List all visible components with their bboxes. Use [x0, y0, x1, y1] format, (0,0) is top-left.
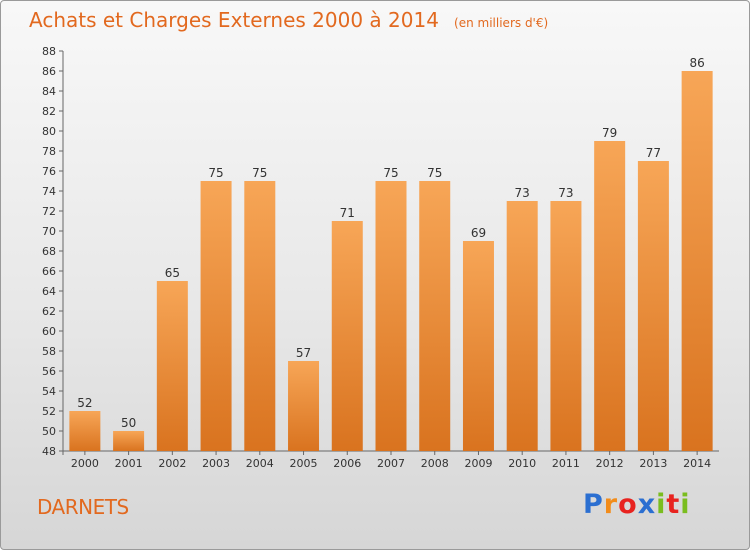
logo-letter: o	[618, 489, 638, 520]
y-tick-label: 80	[42, 125, 56, 138]
y-tick-label: 76	[42, 165, 56, 178]
x-tick-label-2011: 2011	[552, 457, 580, 470]
x-tick-label-2005: 2005	[290, 457, 318, 470]
bar-2009	[462, 241, 494, 451]
value-label-2014: 86	[689, 56, 704, 70]
bar-2000	[69, 411, 101, 451]
value-label-2009: 69	[471, 226, 486, 240]
value-label-2007: 75	[383, 166, 398, 180]
x-tick-label-2006: 2006	[333, 457, 361, 470]
y-tick-label: 54	[42, 385, 56, 398]
bar-2005	[288, 361, 320, 451]
y-tick-label: 56	[42, 365, 56, 378]
x-tick-label-2010: 2010	[508, 457, 536, 470]
y-tick-label: 78	[42, 145, 56, 158]
value-label-2003: 75	[208, 166, 223, 180]
value-label-2001: 50	[121, 416, 136, 430]
value-label-2002: 65	[165, 266, 180, 280]
bar-2006	[331, 221, 363, 451]
x-tick-label-2008: 2008	[421, 457, 449, 470]
y-tick-label: 82	[42, 105, 56, 118]
bar-2012	[594, 141, 626, 451]
bar-2011	[550, 201, 582, 451]
proxiti-logo[interactable]: Proxiti	[583, 489, 691, 520]
y-tick-label: 60	[42, 325, 56, 338]
y-tick-label: 50	[42, 425, 56, 438]
value-label-2005: 57	[296, 346, 311, 360]
y-tick-label: 74	[42, 185, 56, 198]
x-tick-label-2002: 2002	[158, 457, 186, 470]
logo-letter: x	[637, 489, 657, 520]
y-tick-label: 88	[42, 45, 56, 58]
bar-2013	[637, 161, 669, 451]
chart-title: Achats et Charges Externes 2000 à 2014	[29, 8, 439, 32]
x-tick-label-2004: 2004	[246, 457, 274, 470]
value-label-2012: 79	[602, 126, 617, 140]
x-tick-label-2000: 2000	[71, 457, 99, 470]
x-tick-label-2009: 2009	[464, 457, 492, 470]
axes: 48 50 52 54 56 58 60 62 64 66 68 70 72 74 76 78 80 82 84 86…	[42, 45, 719, 470]
value-label-2004: 75	[252, 166, 267, 180]
x-tick-label-2013: 2013	[639, 457, 667, 470]
bars: 52 50 65 75 75 57 71 75 75 69 73 73 79 77 86	[69, 56, 713, 451]
y-tick-label: 48	[42, 445, 56, 458]
y-tick-label: 62	[42, 305, 56, 318]
x-tick-label-2003: 2003	[202, 457, 230, 470]
logo-letter: t	[666, 489, 681, 520]
bar-2002	[156, 281, 188, 451]
y-tick-label: 86	[42, 65, 56, 78]
value-label-2010: 73	[515, 186, 530, 200]
title-row: Achats et Charges Externes 2000 à 2014 (…	[29, 8, 548, 32]
commune-name: DARNETS	[37, 495, 129, 519]
logo-letter: r	[603, 489, 619, 520]
bar-2010	[506, 201, 538, 451]
y-tick-label: 68	[42, 245, 56, 258]
logo-letter: P	[583, 489, 604, 520]
bar-2003	[200, 181, 232, 451]
value-label-2008: 75	[427, 166, 442, 180]
y-tick-label: 66	[42, 265, 56, 278]
x-tick-label-2012: 2012	[596, 457, 624, 470]
bar-2001	[113, 431, 145, 451]
bar-2014	[681, 71, 713, 451]
y-tick-label: 84	[42, 85, 56, 98]
value-label-2011: 73	[558, 186, 573, 200]
bar-2008	[419, 181, 451, 451]
x-tick-label-2001: 2001	[115, 457, 143, 470]
chart-subtitle: (en milliers d'€)	[454, 16, 549, 30]
y-tick-label: 72	[42, 205, 56, 218]
logo-letter: i	[680, 489, 691, 520]
y-tick-label: 58	[42, 345, 56, 358]
logo-letter: i	[656, 489, 667, 520]
x-tick-label-2007: 2007	[377, 457, 405, 470]
value-label-2000: 52	[77, 396, 92, 410]
y-tick-label: 70	[42, 225, 56, 238]
bar-2007	[375, 181, 407, 451]
value-label-2013: 77	[646, 146, 661, 160]
bar-2004	[244, 181, 276, 451]
y-tick-label: 52	[42, 405, 56, 418]
y-tick-label: 64	[42, 285, 56, 298]
value-label-2006: 71	[340, 206, 355, 220]
x-tick-label-2014: 2014	[683, 457, 711, 470]
